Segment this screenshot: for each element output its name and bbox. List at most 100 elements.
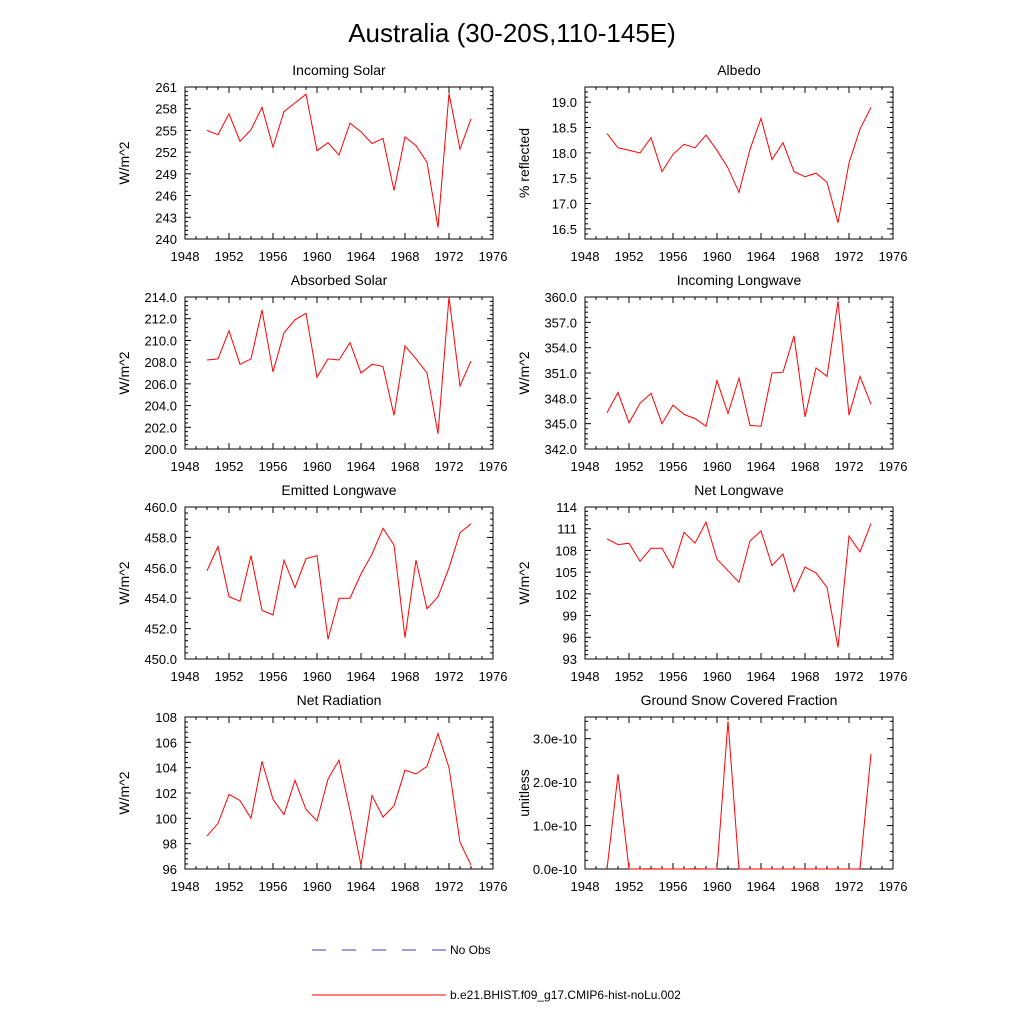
x-tick-label: 1964 xyxy=(747,669,776,684)
x-tick-label: 1968 xyxy=(791,669,820,684)
panel-title: Incoming Solar xyxy=(292,62,386,78)
y-tick-label: 3.0e-10 xyxy=(533,732,577,747)
x-tick-label: 1964 xyxy=(747,459,776,474)
x-tick-label: 1948 xyxy=(571,879,600,894)
y-tick-label: 93 xyxy=(563,652,577,667)
y-tick-label: 258 xyxy=(155,102,177,117)
x-tick-label: 1956 xyxy=(659,669,688,684)
figure-title: Australia (30-20S,110-145E) xyxy=(348,18,676,48)
x-tick-label: 1960 xyxy=(703,879,732,894)
x-tick-label: 1956 xyxy=(259,459,288,474)
panel-3: Incoming Longwave 1948 1952 1956 1960 1964 196… xyxy=(516,272,907,474)
y-tick-label: 114 xyxy=(556,500,577,515)
series-line xyxy=(606,107,872,223)
x-tick-label: 1956 xyxy=(259,669,288,684)
series-line xyxy=(206,523,472,640)
x-tick-label: 1960 xyxy=(303,879,332,894)
y-axis-label: W/m^2 xyxy=(116,561,132,604)
x-tick-label: 1956 xyxy=(659,249,688,264)
series-line xyxy=(606,520,872,648)
panel-5: Net Longwave 1948 1952 1956 1960 1964 1968 1972… xyxy=(516,482,907,684)
y-tick-label: 450.0 xyxy=(144,652,177,667)
x-tick-label: 1952 xyxy=(215,879,244,894)
x-tick-label: 1976 xyxy=(479,249,508,264)
x-tick-label: 1960 xyxy=(303,669,332,684)
panel-4: Emitted Longwave 1948 1952 1956 1960 1964 1968… xyxy=(116,482,507,684)
x-tick-label: 1956 xyxy=(659,879,688,894)
x-tick-label: 1972 xyxy=(835,669,864,684)
x-tick-label: 1976 xyxy=(479,459,508,474)
x-tick-label: 1952 xyxy=(215,459,244,474)
x-tick-label: 1964 xyxy=(347,459,376,474)
x-tick-label: 1964 xyxy=(747,879,776,894)
y-tick-label: 345.0 xyxy=(544,417,577,432)
y-tick-label: 200.0 xyxy=(144,442,177,457)
x-tick-label: 1964 xyxy=(347,249,376,264)
y-tick-label: 104 xyxy=(155,761,177,776)
x-tick-label: 1976 xyxy=(879,879,908,894)
panel-0: Incoming Solar 1948 1952 1956 1960 1964 1968 19… xyxy=(116,62,507,264)
y-tick-label: 460.0 xyxy=(144,500,177,515)
x-tick-label: 1956 xyxy=(659,459,688,474)
x-tick-label: 1968 xyxy=(791,249,820,264)
y-tick-label: 96 xyxy=(563,630,577,645)
x-tick-label: 1960 xyxy=(703,249,732,264)
y-tick-label: 360.0 xyxy=(544,290,577,305)
x-tick-label: 1948 xyxy=(571,459,600,474)
x-tick-label: 1968 xyxy=(791,879,820,894)
panels: Incoming Solar 1948 1952 1956 1960 1964 1968 19… xyxy=(116,62,907,894)
x-tick-label: 1976 xyxy=(479,879,508,894)
y-tick-label: 456.0 xyxy=(144,561,177,576)
y-tick-label: 210.0 xyxy=(144,333,177,348)
y-tick-label: 0.0e-10 xyxy=(533,862,577,877)
x-tick-label: 1952 xyxy=(615,669,644,684)
y-tick-label: 208.0 xyxy=(144,355,177,370)
x-tick-label: 1972 xyxy=(835,249,864,264)
y-tick-label: 106 xyxy=(155,735,177,750)
y-tick-label: 249 xyxy=(155,167,177,182)
x-tick-label: 1972 xyxy=(835,879,864,894)
x-tick-label: 1948 xyxy=(171,879,200,894)
series-line xyxy=(606,721,872,870)
series-line xyxy=(206,731,472,866)
plot-frame xyxy=(184,716,494,870)
plot-frame xyxy=(584,86,894,240)
y-tick-label: 206.0 xyxy=(144,377,177,392)
legend: No Obs b.e21.BHIST.f09_g17.CMIP6-hist-no… xyxy=(312,943,681,1002)
y-axis-label: % reflected xyxy=(516,128,532,198)
x-tick-label: 1964 xyxy=(347,879,376,894)
plot-frame xyxy=(584,716,894,870)
x-tick-label: 1960 xyxy=(703,459,732,474)
y-axis-label: W/m^2 xyxy=(516,561,532,604)
x-tick-label: 1968 xyxy=(391,879,420,894)
y-tick-label: 18.5 xyxy=(552,121,577,136)
legend-model-label: b.e21.BHIST.f09_g17.CMIP6-hist-noLu.002 xyxy=(450,988,681,1002)
x-tick-label: 1952 xyxy=(615,879,644,894)
panel-7: Ground Snow Covered Fraction 1948 1952 1956… xyxy=(516,692,907,894)
panel-1: Albedo 1948 1952 1956 1960 1964 1968 1972 1976 16… xyxy=(516,62,907,264)
y-tick-label: 255 xyxy=(155,123,177,138)
x-tick-label: 1972 xyxy=(435,249,464,264)
y-tick-label: 357.0 xyxy=(544,315,577,330)
x-tick-label: 1968 xyxy=(391,249,420,264)
x-tick-label: 1964 xyxy=(347,669,376,684)
y-tick-label: 17.0 xyxy=(552,197,577,212)
y-tick-label: 212.0 xyxy=(144,312,177,327)
x-tick-label: 1948 xyxy=(171,459,200,474)
x-tick-label: 1960 xyxy=(303,249,332,264)
x-tick-label: 1952 xyxy=(615,459,644,474)
y-tick-label: 354.0 xyxy=(544,341,577,356)
y-tick-label: 108 xyxy=(155,710,177,725)
panel-title: Ground Snow Covered Fraction xyxy=(641,692,838,708)
y-tick-label: 243 xyxy=(155,210,177,225)
series-line xyxy=(206,93,472,228)
y-tick-label: 98 xyxy=(163,837,177,852)
y-tick-label: 348.0 xyxy=(544,391,577,406)
panel-title: Emitted Longwave xyxy=(281,482,396,498)
y-tick-label: 452.0 xyxy=(144,622,177,637)
y-tick-label: 1.0e-10 xyxy=(533,819,577,834)
y-axis-label: W/m^2 xyxy=(116,141,132,184)
x-tick-label: 1964 xyxy=(747,249,776,264)
y-tick-label: 261 xyxy=(155,80,177,95)
